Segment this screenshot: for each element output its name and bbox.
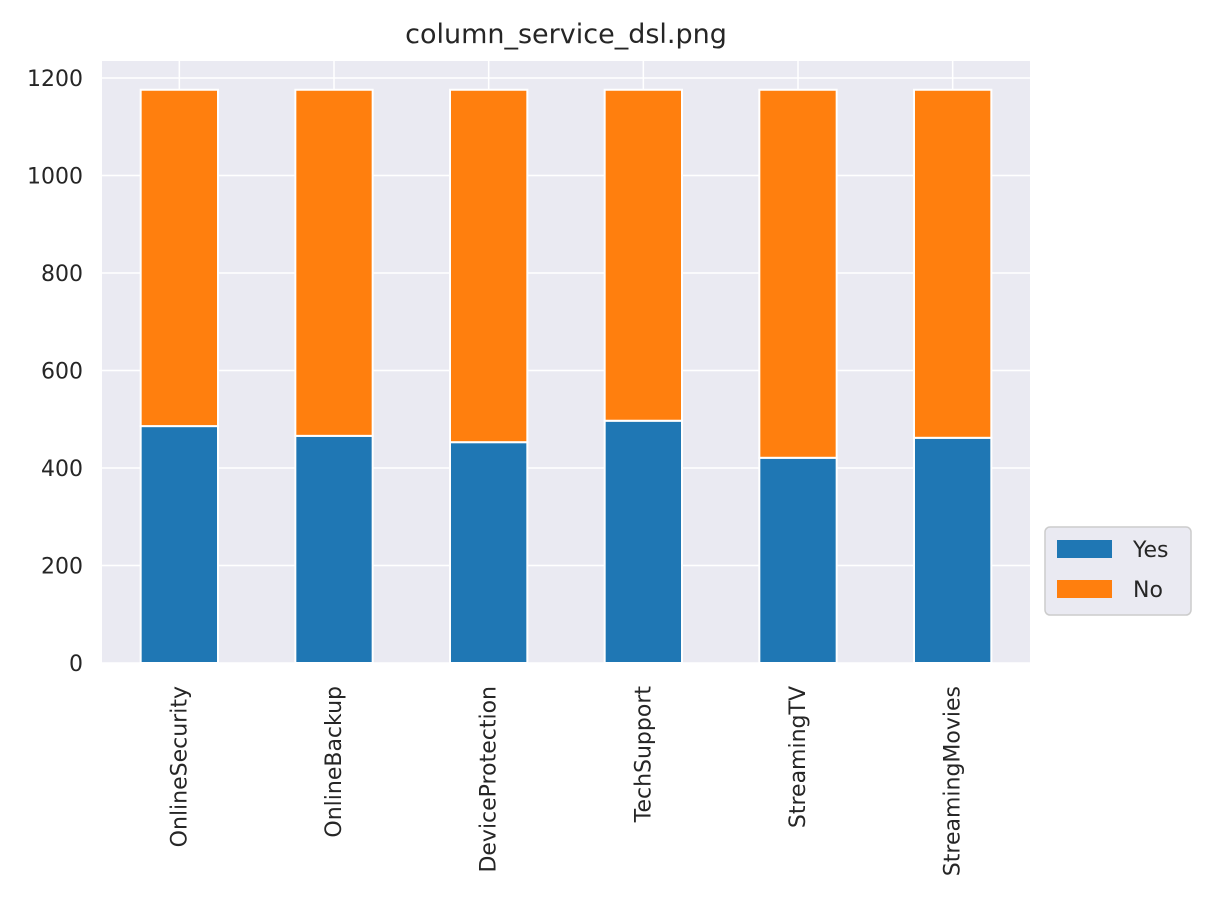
x-tick-label-4: StreamingTV — [786, 686, 811, 828]
legend: Yes No — [1044, 526, 1192, 616]
bar-yes-3 — [603, 419, 684, 664]
legend-label-yes: Yes — [1132, 538, 1169, 563]
y-tick-label-5: 1000 — [27, 165, 83, 190]
legend-swatch-yes — [1057, 540, 1112, 558]
x-axis-ticks: OnlineSecurity OnlineBackup DeviceProtecti… — [167, 686, 965, 877]
bar-yes-4 — [758, 456, 838, 665]
y-tick-label-1: 200 — [41, 555, 83, 580]
bar-yes-0 — [139, 425, 220, 665]
bar-no-3 — [603, 88, 684, 422]
bars — [139, 88, 993, 665]
bar-yes-1 — [294, 434, 374, 664]
plot-area — [102, 61, 1030, 663]
legend-label-no: No — [1133, 578, 1163, 603]
x-tick-label-3: TechSupport — [631, 686, 656, 824]
y-tick-label-3: 600 — [41, 360, 83, 385]
chart-title: column_service_dsl.png — [405, 19, 727, 50]
x-tick-label-0: OnlineSecurity — [167, 686, 192, 847]
bar-no-2 — [449, 88, 529, 444]
bar-yes-5 — [913, 436, 993, 664]
bar-no-4 — [758, 88, 838, 459]
y-tick-label-2: 400 — [41, 457, 83, 482]
y-tick-label-4: 800 — [41, 262, 83, 287]
legend-swatch-no — [1057, 580, 1112, 598]
bar-no-5 — [913, 88, 993, 439]
bar-no-1 — [294, 88, 374, 437]
x-tick-label-1: OnlineBackup — [322, 686, 347, 838]
bar-no-0 — [139, 88, 220, 428]
x-tick-label-2: DeviceProtection — [477, 686, 502, 873]
bar-yes-2 — [449, 441, 529, 664]
x-tick-label-5: StreamingMovies — [941, 686, 966, 876]
y-tick-label-6: 1200 — [27, 67, 83, 92]
y-axis-ticks: 0 200 400 600 800 1000 1200 — [27, 67, 83, 677]
y-tick-label-0: 0 — [69, 652, 83, 677]
